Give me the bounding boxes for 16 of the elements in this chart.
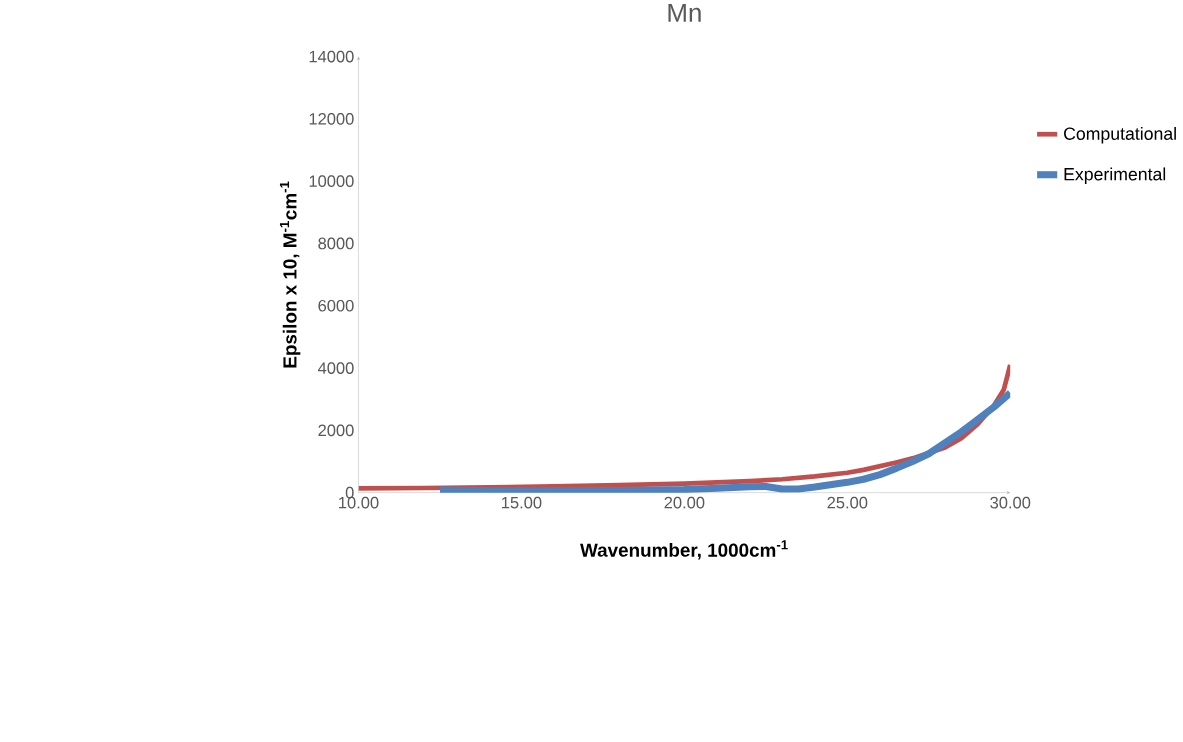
y-tick-label: 14000 [309,50,354,63]
legend-label: Experimental [1064,167,1166,184]
x-tick-label: 15.00 [502,496,542,509]
chart-title: Mn [668,4,701,22]
x-axis-title: Wavenumber, 1000cm$^{-1}$ [580,540,788,560]
y-tick-label: 10000 [309,175,354,188]
y-tick-label: 6000 [318,299,354,312]
x-tick-label: 30.00 [990,496,1031,509]
legend-label: Computational [1064,127,1176,144]
y-tick-label: 8000 [318,237,354,250]
y-axis-title: Epsilon x 10, M$^{-1}$cm$^{-1}$ [279,181,301,368]
y-tick-label: 4000 [317,362,354,374]
x-tick-label: 20.00 [664,496,705,509]
x-tick-label: 25.00 [827,496,868,509]
y-tick-label: 12000 [309,113,354,125]
y-tick-label: 2000 [318,424,354,437]
